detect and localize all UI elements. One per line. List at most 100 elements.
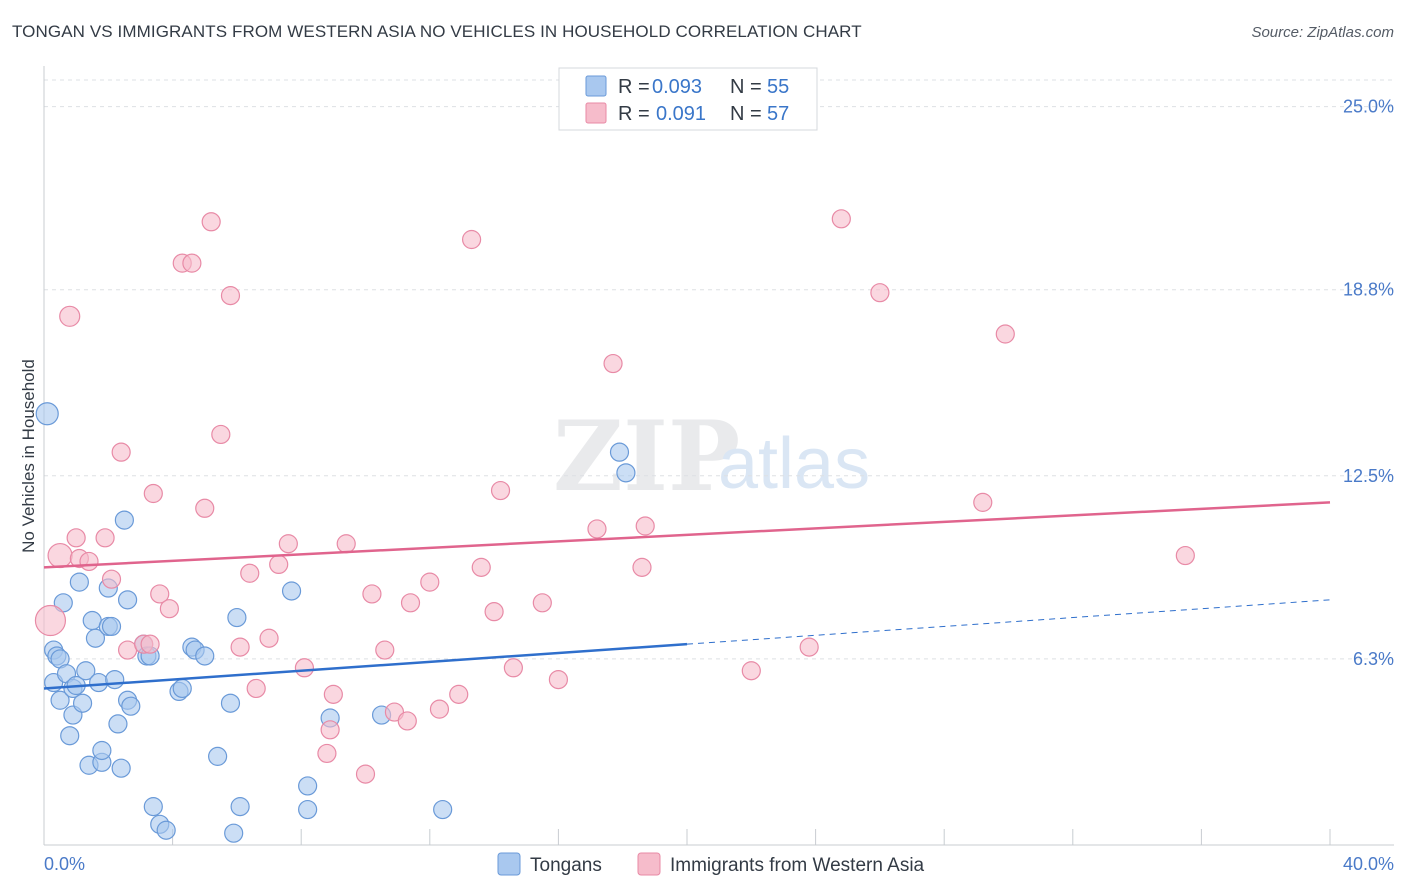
scatter-point: [420, 572, 440, 592]
scatter-point: [323, 684, 343, 704]
x-tick-label-max: 40.0%: [1343, 854, 1394, 874]
scatter-point: [429, 699, 450, 719]
y-tick-label: 25.0%: [1343, 97, 1394, 117]
scatter-point: [320, 720, 340, 740]
scatter-point: [362, 584, 382, 604]
scatter-point: [246, 678, 266, 699]
scatter-point: [375, 640, 395, 660]
scatter-point: [72, 693, 93, 713]
scatter-point: [47, 542, 73, 569]
y-tick-label: 12.5%: [1343, 466, 1394, 486]
scatter-point: [870, 283, 890, 303]
scatter-point: [69, 572, 89, 592]
scatter-point: [66, 528, 86, 548]
scatter-point: [195, 498, 215, 518]
scatter-point: [532, 593, 552, 613]
scatter-point: [159, 599, 179, 619]
scatter-point: [298, 776, 318, 796]
scatter-point: [111, 442, 131, 462]
scatter-point: [182, 253, 202, 273]
scatter-point: [79, 551, 99, 572]
scatter-point: [108, 714, 128, 734]
scatter-point: [114, 510, 134, 530]
series-western-asia-points: [34, 209, 1195, 784]
scatter-point: [60, 726, 80, 746]
legend-n-label: N =: [730, 103, 762, 125]
scatter-point: [85, 628, 106, 648]
bottom-legend-swatch-western-asia: [637, 852, 661, 876]
scatter-point: [1175, 545, 1195, 566]
scatter-point: [973, 492, 993, 512]
scatter-point: [609, 442, 630, 462]
scatter-point: [240, 563, 260, 583]
y-tick-labels: 6.3% 12.5% 18.8% 25.0%: [1343, 97, 1394, 669]
legend-swatch-tongans: [585, 75, 607, 97]
legend-swatch-western-asia: [585, 102, 607, 124]
scatter-point: [89, 672, 109, 693]
scatter-point: [105, 669, 125, 690]
scatter-point: [101, 616, 122, 637]
watermark: ZIP atlas: [553, 400, 870, 513]
scatter-point: [101, 569, 122, 589]
scatter-point: [35, 402, 59, 426]
y-axis-title: No Vehicles in Household: [19, 359, 38, 553]
trend-line-western-asia: [43, 501, 1331, 569]
scatter-point: [230, 797, 250, 817]
scatter-point: [632, 557, 652, 577]
y-tick-label: 18.8%: [1343, 280, 1394, 300]
scatter-point: [461, 229, 482, 250]
scatter-point: [220, 693, 241, 713]
scatter-point: [317, 743, 337, 764]
trend-line-tongans-extension: [686, 599, 1331, 645]
trend-lines: [43, 501, 1331, 690]
scatter-point: [76, 661, 96, 681]
legend-r-value: 0.091: [656, 103, 706, 125]
scatter-point: [484, 602, 504, 622]
scatter-point: [449, 684, 469, 704]
scatter-point: [143, 483, 163, 504]
bottom-legend-label-tongans: Tongans: [530, 855, 602, 876]
scatter-point: [227, 607, 247, 628]
scatter-point: [156, 820, 176, 840]
scatter-point: [150, 584, 170, 604]
scatter-point: [143, 797, 163, 817]
scatter-point: [82, 610, 102, 631]
series-tongans-points: [35, 402, 636, 843]
scatter-point: [603, 353, 623, 374]
scatter-point: [400, 593, 421, 613]
scatter-point: [799, 637, 819, 657]
scatter-point: [471, 557, 491, 577]
bottom-legend: Tongans Immigrants from Western Asia: [497, 852, 925, 876]
scatter-point: [121, 696, 141, 716]
bottom-legend-label-western-asia: Immigrants from Western Asia: [670, 855, 925, 876]
x-tick-label-min: 0.0%: [44, 854, 85, 874]
scatter-point: [294, 658, 315, 678]
scatter-point: [397, 711, 417, 731]
scatter-point: [195, 646, 215, 666]
scatter-point: [211, 424, 231, 445]
scatter-point: [490, 480, 511, 501]
scatter-point: [140, 634, 160, 654]
chart-title: TONGAN VS IMMIGRANTS FROM WESTERN ASIA N…: [12, 22, 862, 41]
scatter-point: [616, 463, 636, 483]
scatter-point: [220, 286, 241, 306]
axes: [43, 66, 1394, 846]
scatter-point: [259, 628, 279, 648]
scatter-point: [587, 519, 607, 539]
scatter-point: [355, 764, 376, 784]
scatter-point: [117, 590, 138, 610]
legend-r-label: R =: [618, 103, 650, 125]
scatter-point: [298, 799, 318, 820]
scatter-point: [208, 746, 228, 766]
scatter-point: [201, 212, 221, 232]
legend-r-value: 0.093: [652, 76, 702, 98]
y-tick-label: 6.3%: [1353, 649, 1394, 669]
scatter-point: [635, 516, 655, 536]
scatter-point: [548, 669, 569, 690]
x-tick-labels: 0.0% 40.0%: [44, 854, 1394, 874]
scatter-point: [281, 581, 302, 601]
source-label: Source: ZipAtlas.com: [1251, 24, 1394, 41]
scatter-point: [433, 799, 453, 820]
scatter-point: [34, 604, 67, 637]
scatter-point: [995, 324, 1015, 344]
